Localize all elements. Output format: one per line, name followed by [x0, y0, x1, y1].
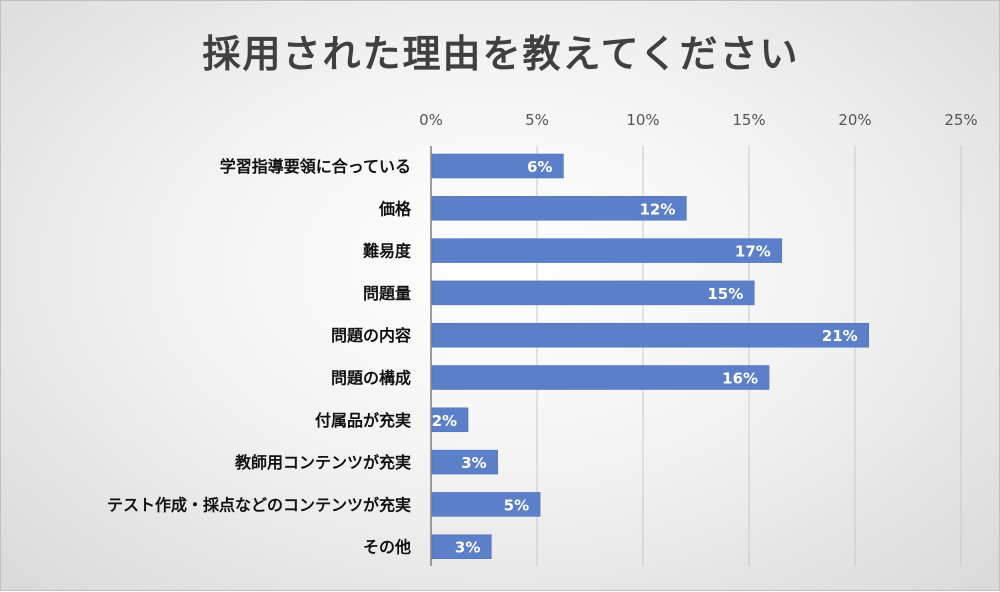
bar	[431, 153, 564, 179]
x-tick-label: 15%	[732, 111, 765, 129]
bar	[431, 492, 541, 517]
data-label: 12%	[639, 200, 675, 218]
bar	[431, 449, 498, 475]
data-label: 5%	[504, 496, 529, 514]
bar	[431, 238, 783, 263]
category-label: 付属品が充実	[315, 411, 411, 430]
x-tick-label: 10%	[626, 111, 659, 129]
category-label: テスト作成・採点などのコンテンツが充実	[107, 495, 411, 514]
data-label: 6%	[527, 158, 552, 176]
chart-title: 採用された理由を教えてください	[202, 32, 800, 76]
data-label: 17%	[735, 243, 771, 261]
data-label: 3%	[461, 454, 486, 472]
category-label: 問題の内容	[331, 326, 411, 345]
category-label: 教師用コンテンツが充実	[235, 453, 411, 472]
category-label: 問題の構成	[331, 369, 411, 388]
data-label: 16%	[722, 370, 758, 388]
category-label: その他	[363, 538, 411, 557]
category-label: 価格	[378, 199, 412, 218]
data-label: 15%	[707, 285, 743, 303]
bar	[431, 196, 687, 221]
bar	[431, 322, 869, 348]
category-label: 学習指導要領に合っている	[220, 157, 411, 176]
x-tick-label: 5%	[525, 111, 549, 129]
bar	[431, 534, 492, 559]
x-tick-label: 25%	[944, 111, 977, 129]
bar	[431, 407, 469, 433]
bar	[431, 280, 755, 306]
category-label: 難易度	[363, 242, 412, 261]
data-label: 21%	[822, 327, 858, 345]
category-label: 問題量	[363, 284, 411, 303]
x-tick-label: 0%	[419, 111, 443, 129]
x-tick-label: 20%	[838, 111, 871, 129]
bar	[431, 365, 770, 390]
data-label: 3%	[455, 539, 480, 557]
data-label: 2%	[432, 412, 457, 430]
